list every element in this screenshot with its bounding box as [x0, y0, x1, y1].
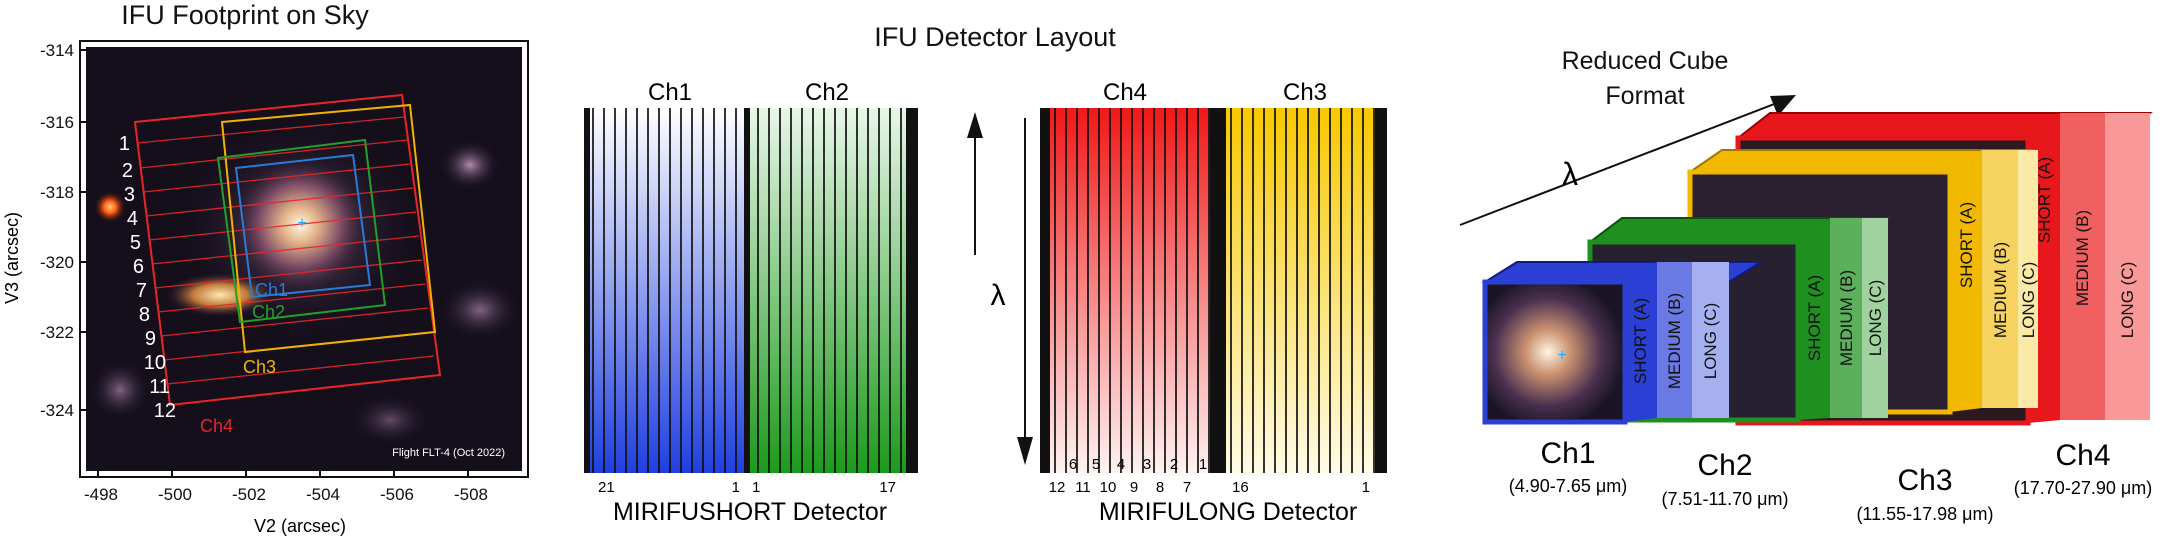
short-ch2-label: Ch2: [805, 79, 849, 106]
ch4-footprint: [133, 93, 442, 407]
galaxy-image: [90, 120, 520, 445]
ch4-slice-number: 1: [1199, 456, 1207, 473]
xtick: -504: [306, 485, 340, 504]
slice-number: 4: [127, 208, 138, 230]
slice-number: 12: [154, 400, 176, 422]
panel1-title: IFU Footprint on Sky: [121, 0, 369, 30]
detector-layout-panel: Ch1 Ch2 21 1 1 17 MIRIFUSHORT Detector λ…: [584, 79, 1387, 526]
ch1-cube-name: Ch1: [1540, 437, 1595, 470]
slice-number: 11: [149, 376, 170, 398]
short-ch1-start: 21: [598, 479, 615, 496]
ch4-slice-number: 12: [1049, 479, 1066, 496]
x-axis-label: V2 (arcsec): [254, 516, 346, 536]
long-ch3-end: 1: [1362, 479, 1370, 496]
y-axis-label: V3 (arcsec): [2, 212, 22, 304]
slice-number: 10: [144, 352, 166, 374]
ch1-cube-range: (4.90-7.65 μm): [1509, 476, 1627, 496]
ch3-footprint: [220, 103, 437, 354]
ch4-slice-number: 7: [1183, 479, 1191, 496]
xtick: -506: [380, 485, 414, 504]
long-ch3-label: Ch3: [1283, 79, 1327, 106]
slice-number: 9: [145, 328, 156, 350]
cube-lambda-label: λ: [1562, 156, 1578, 192]
ch4-slice-number: 5: [1092, 456, 1100, 473]
ch4-slice-number: 8: [1156, 479, 1164, 496]
xtick: -498: [84, 485, 118, 504]
ch1-footprint: [234, 153, 372, 299]
target-marker-icon: +: [297, 215, 306, 232]
ch3-band-c-label: LONG (C): [2019, 262, 2038, 339]
ytick: -322: [40, 323, 74, 342]
ch4-slice-number: 11: [1075, 479, 1091, 496]
short-detector-label: MIRIFUSHORT Detector: [613, 498, 887, 526]
slice-number: 1: [119, 133, 130, 155]
ytick: -324: [40, 401, 74, 420]
ch2-footprint-label: Ch2: [252, 302, 285, 322]
ch4-slice-number: 10: [1100, 479, 1117, 496]
ch2-cube-name: Ch2: [1697, 449, 1752, 482]
mirifulong-detector: [1040, 108, 1387, 473]
slice-number: 8: [139, 304, 150, 326]
ch2-cube-range: (7.51-11.70 μm): [1661, 489, 1788, 509]
ch4-footprint-label: Ch4: [200, 416, 233, 436]
slice-number: 6: [133, 256, 144, 278]
long-detector-label: MIRIFULONG Detector: [1099, 498, 1357, 526]
ch4-slice-number: 9: [1130, 479, 1138, 496]
slice-number: 2: [122, 160, 133, 182]
ch3-band-b-label: MEDIUM (B): [1991, 242, 2010, 338]
ch2-footprint: [216, 138, 387, 324]
ch4-slice-number: 3: [1143, 456, 1151, 473]
ch1-band-b-label: MEDIUM (B): [1665, 293, 1684, 389]
wavelength-arrow-icon: [967, 112, 1033, 465]
slice-number: 3: [124, 184, 135, 206]
ch4-band-a-label: SHORT (A): [2035, 157, 2054, 243]
ch3-cube-range: (11.55-17.98 μm): [1856, 504, 1993, 524]
slice-number: 5: [130, 232, 141, 254]
detector-lambda-label: λ: [991, 279, 1006, 312]
ch4-slice-number: 6: [1069, 456, 1077, 473]
ch4-slice-number: 2: [1170, 456, 1178, 473]
ch3-footprint-label: Ch3: [243, 357, 276, 377]
cube-target-marker-icon: +: [1557, 347, 1566, 364]
mirifushort-detector: [584, 108, 918, 473]
ch1-cube: [1481, 261, 1765, 425]
panel3-title-line2: Format: [1605, 82, 1685, 110]
sky-footprint-panel: + -314 -316 -318 -320 -322 -324 -498 -50…: [2, 40, 529, 536]
xtick: -500: [158, 485, 192, 504]
panel2-title: IFU Detector Layout: [874, 22, 1116, 52]
long-ch4-label: Ch4: [1103, 79, 1147, 106]
short-ch2-start: 1: [752, 479, 760, 496]
cube-lambda-arrow-icon: [1459, 95, 1796, 226]
short-ch1-end: 1: [732, 479, 740, 496]
ch1-band-a-label: SHORT (A): [1631, 298, 1650, 384]
ch1-footprint-label: Ch1: [255, 280, 288, 300]
ch4-cube-name: Ch4: [2055, 439, 2110, 472]
ch4-cube-range: (17.70-27.90 μm): [2014, 478, 2152, 498]
image-credit: Flight FLT-4 (Oct 2022): [392, 447, 505, 459]
ch2-band-c-label: LONG (C): [1866, 280, 1885, 357]
short-ch2-end: 17: [879, 479, 896, 496]
ytick: -316: [40, 113, 74, 132]
ytick: -318: [40, 183, 74, 202]
ch2-band-b-label: MEDIUM (B): [1837, 270, 1856, 366]
ytick: -314: [40, 41, 74, 60]
ch3-band-a-label: SHORT (A): [1957, 202, 1976, 288]
xtick: -502: [232, 485, 266, 504]
short-ch1-label: Ch1: [648, 79, 692, 106]
long-ch3-start: 16: [1232, 479, 1249, 496]
ytick: -320: [40, 253, 74, 272]
reduced-cube-panel: λ + SHORT (A) MEDIUM (B) LONG (C) SHO: [1459, 95, 2153, 524]
ch4-slice-number: 4: [1117, 456, 1125, 473]
xtick: -508: [454, 485, 488, 504]
ch3-cube-name: Ch3: [1897, 464, 1952, 497]
panel3-title-line1: Reduced Cube: [1561, 47, 1729, 75]
ch4-band-b-label: MEDIUM (B): [2073, 210, 2092, 306]
slice-number: 7: [136, 280, 147, 302]
ch2-band-a-label: SHORT (A): [1805, 275, 1824, 361]
ch1-band-c-label: LONG (C): [1701, 303, 1720, 380]
ch4-band-c-label: LONG (C): [2118, 262, 2137, 339]
